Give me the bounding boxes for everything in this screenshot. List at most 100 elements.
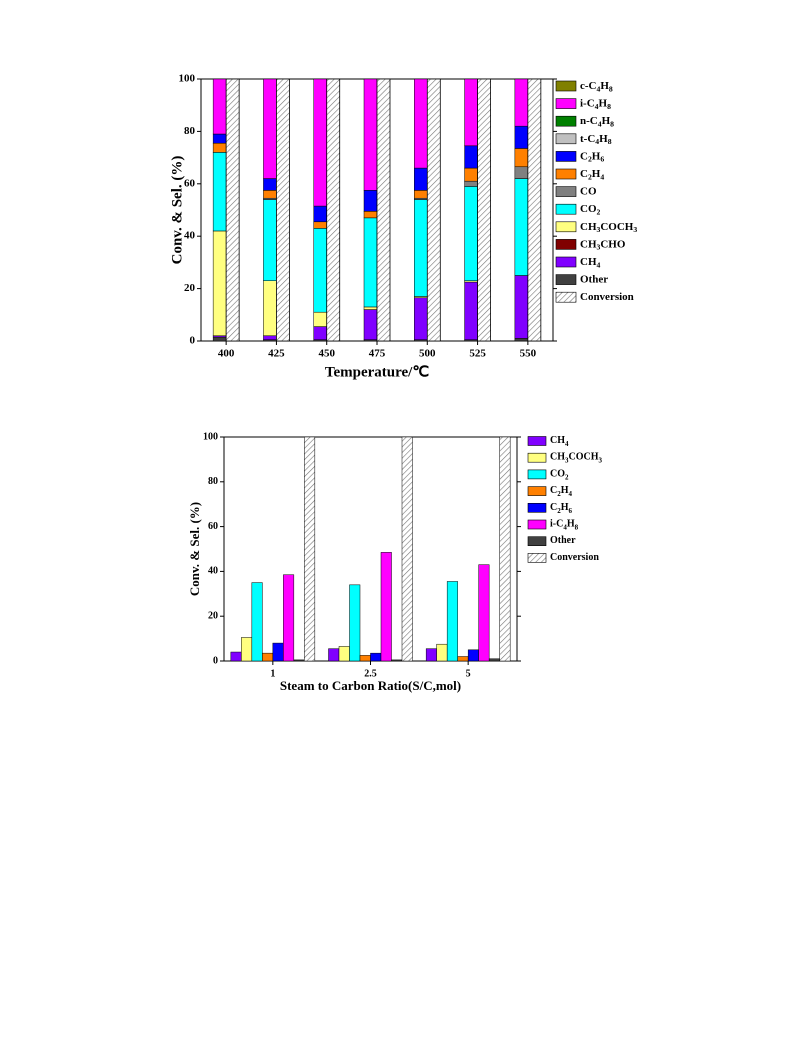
bar-segment: [464, 78, 478, 147]
x-tick-label: 525: [469, 348, 486, 360]
y-tick-label: 20: [184, 282, 196, 294]
bar-segment: [363, 190, 378, 212]
bar-segment: [212, 78, 227, 135]
x-tick-label: 5: [466, 668, 471, 679]
y-tick-label: 100: [203, 431, 218, 442]
legend-label: CH4: [580, 256, 601, 270]
legend-label: CH3CHO: [580, 238, 626, 252]
x-tick-label: 550: [520, 348, 537, 360]
y-tick-label: 60: [208, 521, 218, 532]
bar-segment: [263, 78, 277, 179]
bar-segment: [464, 180, 478, 187]
conversion-bar: [499, 436, 511, 662]
legend-swatch: [555, 186, 577, 197]
bar: [272, 642, 284, 662]
legend-label: i-C4H8: [580, 97, 611, 111]
bar-segment: [514, 178, 529, 276]
legend-label: C2H6: [550, 502, 573, 514]
bar: [457, 656, 469, 662]
legend-label: c-C4H8: [580, 80, 613, 94]
legend-swatch: [555, 221, 577, 233]
y-axis-label: Conv. & Sel. (%): [169, 156, 185, 265]
legend-label: CH3COCH3: [580, 220, 637, 234]
bar-segment: [514, 166, 529, 179]
legend-label: C2H4: [550, 485, 573, 497]
legend-swatch: [527, 469, 547, 480]
bar-segment: [212, 336, 227, 342]
bar-segment: [514, 148, 529, 168]
x-tick-label: 500: [419, 348, 436, 360]
bar: [338, 646, 350, 662]
bar-segment: [313, 205, 327, 223]
legend-swatch: [555, 115, 577, 127]
legend-swatch: [555, 151, 577, 162]
legend-label: Conversion: [550, 552, 599, 563]
y-tick-label: 60: [184, 177, 196, 189]
legend-swatch: [555, 203, 577, 215]
legend-label: Conversion: [580, 291, 634, 303]
legend-label: i-C4H8: [550, 519, 579, 531]
bar-segment: [363, 211, 378, 219]
bar-segment: [414, 78, 428, 169]
bar-segment: [414, 297, 428, 340]
bar: [488, 658, 500, 662]
bar-segment: [414, 167, 428, 191]
conversion-bar: [401, 436, 413, 662]
conversion-bar: [527, 78, 542, 342]
bar-segment: [464, 167, 478, 182]
x-tick-label: 1: [270, 668, 275, 679]
bar: [262, 652, 274, 662]
x-tick-label: 2.5: [364, 668, 377, 679]
legend-label: t-C4H8: [580, 132, 612, 146]
bar-segment: [514, 125, 529, 149]
legend-swatch: [527, 486, 547, 496]
legend-swatch: [527, 519, 547, 530]
bar-segment: [313, 311, 327, 327]
bar-segment: [212, 142, 227, 153]
bar-segment: [263, 190, 277, 199]
legend-label: CH4: [550, 435, 569, 447]
bar-segment: [263, 280, 277, 337]
bar-segment: [363, 78, 378, 191]
x-tick-label: 475: [369, 348, 386, 360]
x-axis-label: Temperature/℃: [325, 364, 429, 380]
bar: [293, 659, 305, 662]
legend-swatch: [555, 256, 577, 268]
legend-label: Other: [580, 273, 608, 285]
x-tick-label: 400: [218, 348, 235, 360]
x-tick-label: 425: [268, 348, 285, 360]
bar-segment: [313, 221, 327, 229]
bar: [391, 659, 403, 662]
legend-swatch: [527, 452, 547, 463]
bar-segment: [464, 281, 478, 340]
conversion-bar: [426, 78, 441, 342]
bar-segment: [263, 335, 277, 340]
legend-swatch: [555, 133, 577, 145]
legend-swatch: [527, 502, 547, 513]
bar-segment: [263, 199, 277, 281]
bar-segment: [363, 309, 378, 340]
x-axis-label: Steam to Carbon Ratio(S/C,mol): [280, 678, 461, 693]
bar: [349, 584, 361, 662]
legend-label: n-C4H8: [580, 115, 614, 129]
bar: [230, 651, 242, 662]
bar: [241, 637, 253, 662]
bar-segment: [414, 199, 428, 297]
legend-label: C2H6: [580, 150, 604, 164]
conversion-bar: [276, 78, 290, 342]
y-axis-label: Conv. & Sel. (%): [187, 502, 202, 596]
bar: [446, 581, 458, 662]
legend-label: CO2: [580, 203, 601, 217]
conversion-bar: [477, 78, 491, 342]
bar: [370, 652, 382, 662]
y-tick-label: 80: [208, 476, 218, 487]
legend-swatch: [555, 291, 577, 303]
legend-label: CO: [580, 185, 597, 197]
legend-swatch: [555, 168, 577, 180]
y-tick-label: 80: [184, 125, 196, 137]
legend-label: C2H4: [580, 168, 604, 182]
bar-segment: [514, 275, 529, 339]
legend-label: CH3COCH3: [550, 452, 603, 464]
bar: [359, 655, 371, 662]
conversion-bar: [304, 436, 316, 662]
